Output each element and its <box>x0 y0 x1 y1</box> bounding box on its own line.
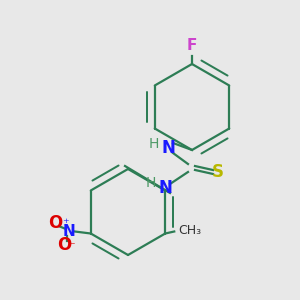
Text: N: N <box>161 139 175 157</box>
Text: N: N <box>62 224 75 239</box>
Text: F: F <box>187 38 197 53</box>
Text: S: S <box>212 163 224 181</box>
Text: CH₃: CH₃ <box>178 224 201 237</box>
Text: N: N <box>158 179 172 197</box>
Text: H: H <box>149 137 159 151</box>
Text: ⁺: ⁺ <box>62 217 69 230</box>
Text: H: H <box>146 176 156 190</box>
Text: ⁻: ⁻ <box>68 240 75 253</box>
Text: O: O <box>57 236 71 253</box>
Text: O: O <box>48 214 62 232</box>
